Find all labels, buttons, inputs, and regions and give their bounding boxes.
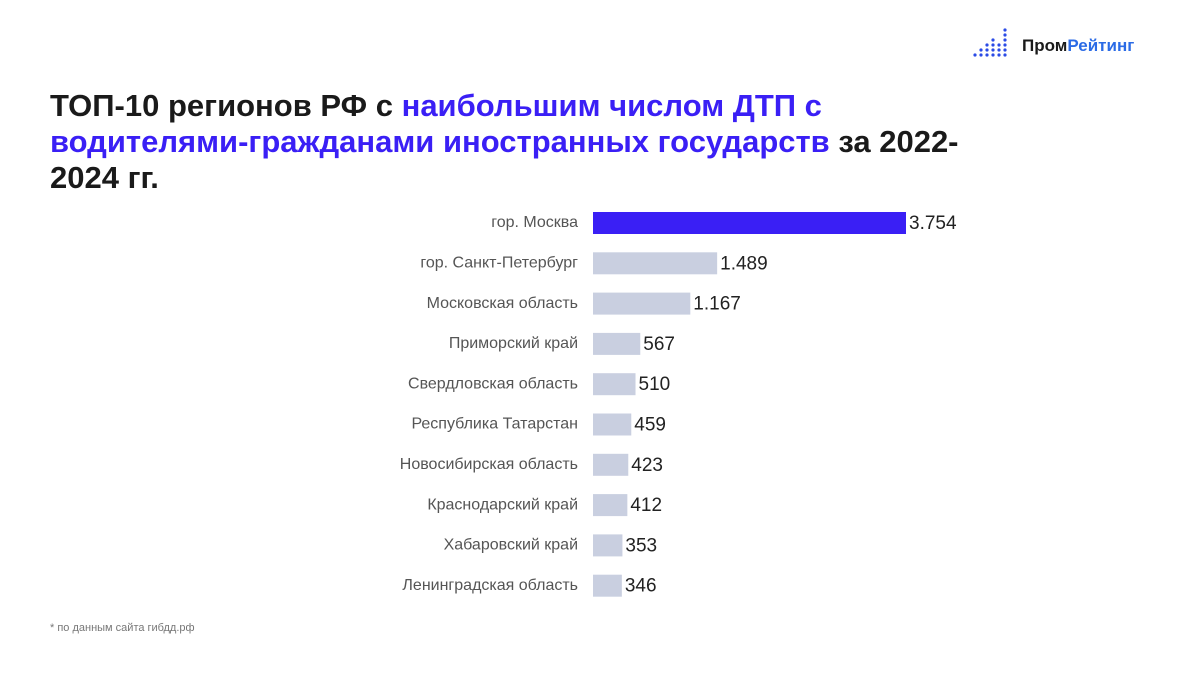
- bar: [593, 453, 629, 476]
- logo: ПромРейтинг: [1022, 36, 1134, 56]
- category-label: Республика Татарстан: [411, 416, 578, 433]
- chart-title: ТОП-10 регионов РФ с наибольшим числом Д…: [50, 88, 980, 196]
- bar: [593, 494, 628, 517]
- logo-icon: [973, 28, 1007, 57]
- category-label: Ленинградская область: [402, 577, 578, 594]
- value-label: 412: [630, 495, 662, 516]
- category-label: Краснодарский край: [427, 496, 578, 513]
- title-tail: за 2022-2024 гг.: [50, 124, 959, 195]
- category-label: гор. Москва: [491, 214, 578, 231]
- footnote: * по данным сайта гибдд.рф: [50, 622, 195, 634]
- title-lead: ТОП-10 регионов РФ с: [50, 88, 402, 123]
- logo-accent: Рейтинг: [1067, 36, 1135, 55]
- category-label: Приморский край: [449, 335, 578, 352]
- bar: [593, 534, 623, 557]
- value-label: 423: [631, 455, 663, 476]
- title-highlight: наибольшим числом ДТП с водителями-гражд…: [50, 88, 830, 159]
- value-label: 3.754: [909, 213, 957, 234]
- bar: [593, 252, 718, 275]
- bar: [593, 413, 632, 436]
- value-label: 346: [625, 576, 657, 597]
- value-label: 459: [634, 415, 666, 436]
- category-label: Московская область: [427, 295, 578, 312]
- category-label: Новосибирская область: [400, 456, 578, 473]
- value-label: 1.167: [693, 294, 741, 315]
- bar: [593, 292, 691, 315]
- value-label: 567: [643, 334, 675, 355]
- category-label: Свердловская область: [408, 375, 578, 392]
- bar: [593, 574, 622, 597]
- category-label: гор. Санкт-Петербург: [420, 255, 578, 272]
- logo-prefix: Пром: [1022, 36, 1068, 55]
- bar: [593, 332, 641, 355]
- value-label: 353: [625, 535, 657, 556]
- bar: [593, 373, 636, 396]
- bar: [593, 212, 906, 234]
- category-label: Хабаровский край: [444, 537, 578, 554]
- value-label: 1.489: [720, 253, 768, 274]
- value-label: 510: [639, 374, 671, 395]
